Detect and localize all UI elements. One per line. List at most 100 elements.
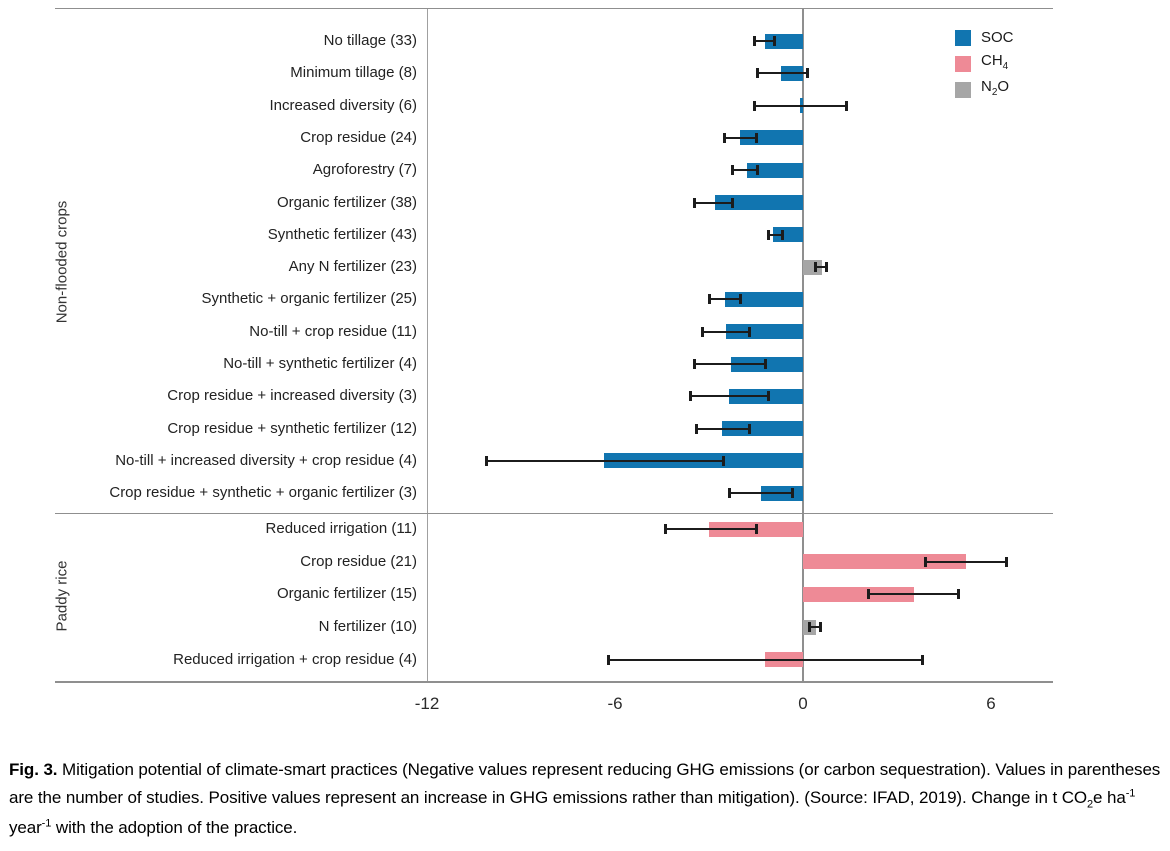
error-bar-cap bbox=[748, 423, 752, 434]
error-bar bbox=[925, 560, 1007, 563]
legend-label: CH4 bbox=[981, 52, 1009, 73]
error-bar-cap bbox=[806, 68, 810, 79]
error-bar-cap bbox=[748, 326, 752, 337]
error-bar-cap bbox=[956, 589, 960, 600]
error-bar-cap bbox=[738, 294, 742, 305]
error-bar-cap bbox=[663, 524, 667, 534]
legend-item: N2O bbox=[955, 78, 1014, 99]
legend-item: CH4 bbox=[955, 52, 1014, 73]
legend-swatch-soc bbox=[955, 30, 971, 46]
error-bar bbox=[729, 492, 793, 495]
error-bar-cap bbox=[752, 36, 756, 46]
error-bar-cap bbox=[607, 654, 611, 665]
row-label: No-till + synthetic fertilizer (4) bbox=[223, 355, 417, 372]
row-label: N fertilizer (10) bbox=[318, 618, 417, 636]
error-bar-cap bbox=[752, 100, 756, 111]
caption-text: -1 bbox=[41, 817, 52, 830]
caption-text: 2 bbox=[1087, 797, 1094, 810]
bar-chart-plot-area: No tillage (33) Minimum tillage (8) Increa… bbox=[55, 8, 1053, 683]
bar-soc bbox=[746, 162, 803, 178]
bar-soc bbox=[773, 227, 803, 243]
caption-text: year bbox=[9, 817, 42, 837]
bar-soc bbox=[721, 421, 803, 437]
error-bar-cap bbox=[707, 294, 711, 305]
error-bar bbox=[815, 266, 827, 269]
row-label: Crop residue (21) bbox=[300, 552, 417, 570]
caption-text: Mitigation potential of climate-smart pr… bbox=[9, 760, 1161, 807]
row-label: Agroforestry (7) bbox=[312, 161, 417, 179]
row-label: Crop residue + synthetic fertilizer (12) bbox=[167, 419, 417, 437]
error-bar bbox=[702, 330, 750, 333]
error-bar-cap bbox=[790, 488, 794, 499]
row-label: Crop residue + increased diversity (3) bbox=[167, 387, 417, 405]
error-bar-cap bbox=[721, 455, 725, 466]
legend-item: SOC bbox=[955, 30, 1014, 46]
error-bar bbox=[690, 395, 769, 398]
caption-figure-number: Fig. 3. bbox=[9, 760, 63, 779]
figure-caption: Fig. 3. Mitigation potential of climate-… bbox=[9, 756, 1161, 841]
row-label: Crop residue + synthetic + organic ferti… bbox=[109, 484, 417, 502]
error-bar bbox=[694, 363, 766, 365]
x-tick-label: 6 bbox=[986, 694, 996, 713]
caption-text: -1 bbox=[1125, 786, 1136, 799]
error-bar-cap bbox=[767, 229, 771, 240]
row-label: Synthetic + organic fertilizer (25) bbox=[201, 290, 417, 308]
row-label: Organic fertilizer (38) bbox=[276, 193, 417, 211]
bar-soc bbox=[730, 356, 803, 372]
error-bar-cap bbox=[923, 556, 927, 567]
x-tick-label: -12 bbox=[414, 694, 440, 713]
row-label: Minimum tillage (8) bbox=[290, 64, 417, 82]
error-bar-cap bbox=[731, 165, 734, 176]
error-bar-cap bbox=[701, 326, 705, 337]
error-bar-cap bbox=[920, 654, 924, 665]
error-bar-cap bbox=[825, 262, 828, 273]
error-bar bbox=[732, 169, 758, 172]
error-bar-cap bbox=[781, 229, 785, 240]
error-bar bbox=[809, 626, 821, 629]
error-bar bbox=[868, 593, 959, 596]
row-label: Any N fertilizer (23) bbox=[288, 258, 417, 276]
error-bar-cap bbox=[693, 197, 697, 208]
legend-swatch-n2o bbox=[955, 82, 971, 98]
row-label: No tillage (33) bbox=[323, 32, 417, 49]
error-bar-cap bbox=[731, 197, 734, 208]
error-bar-cap bbox=[727, 488, 731, 499]
error-bar bbox=[608, 658, 923, 661]
legend-label: N2O bbox=[981, 78, 1010, 99]
row-label: No-till + increased diversity + crop res… bbox=[115, 451, 417, 469]
group-label: Paddy rice bbox=[53, 560, 71, 632]
error-bar bbox=[709, 298, 741, 301]
row-label: Increased diversity (6) bbox=[269, 96, 417, 114]
row-label: No-till + crop residue (11) bbox=[249, 322, 417, 340]
error-bar bbox=[754, 40, 775, 42]
error-bar bbox=[696, 427, 750, 430]
row-label: Organic fertilizer (15) bbox=[276, 585, 417, 603]
error-bar-cap bbox=[688, 391, 692, 402]
error-bar-cap bbox=[773, 36, 777, 46]
error-bar-cap bbox=[694, 423, 698, 434]
error-bar-cap bbox=[845, 100, 849, 111]
error-bar-cap bbox=[1005, 556, 1009, 567]
error-bar-cap bbox=[754, 524, 758, 534]
error-bar-cap bbox=[485, 455, 489, 466]
error-bar-cap bbox=[818, 622, 822, 633]
chart-legend: SOC CH4 N2O bbox=[955, 30, 1014, 108]
row-label: Reduced irrigation (11) bbox=[265, 520, 417, 537]
caption-text: with the adoption of the practice. bbox=[51, 817, 298, 837]
x-tick-label: -6 bbox=[607, 694, 623, 713]
error-bar bbox=[694, 201, 733, 204]
x-tick-label: 0 bbox=[798, 694, 808, 713]
error-bar-cap bbox=[867, 589, 871, 600]
row-label: Reduced irrigation + crop residue (4) bbox=[173, 650, 417, 668]
error-bar bbox=[757, 72, 808, 75]
error-bar bbox=[754, 104, 847, 107]
bar-soc bbox=[726, 324, 803, 340]
bar-ch4 bbox=[803, 586, 915, 602]
zero-baseline bbox=[802, 9, 804, 681]
error-bar-cap bbox=[807, 622, 811, 633]
group-label: Non-flooded crops bbox=[53, 200, 71, 324]
legend-swatch-ch4 bbox=[955, 56, 971, 72]
caption-text: e ha bbox=[1093, 787, 1126, 807]
error-bar-cap bbox=[756, 165, 760, 176]
